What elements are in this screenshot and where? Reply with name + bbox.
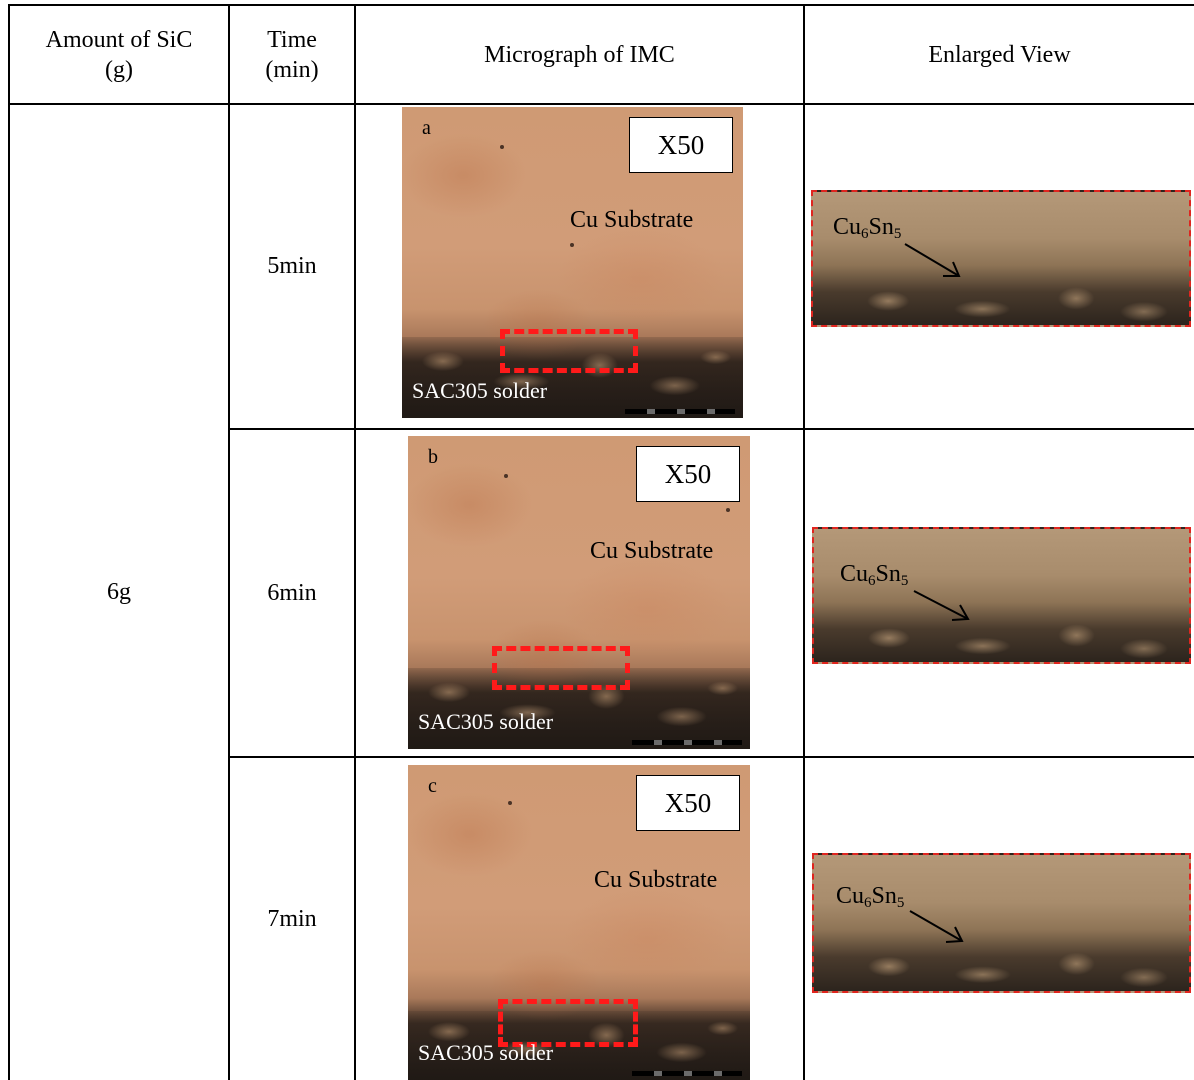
solder-region (408, 667, 750, 749)
scale-bar (625, 409, 735, 414)
table-border-top (8, 4, 1194, 6)
enlarged-view-image: Cu6Sn5 (812, 853, 1191, 993)
amount-value: 6g (107, 579, 131, 605)
time-value: 6min (267, 579, 317, 606)
col-divider-2 (354, 4, 356, 1080)
magnification-label: X50 (636, 446, 740, 502)
specimen-speck (570, 243, 574, 247)
header-time: Time (min) (230, 6, 354, 103)
header-enlarged: Enlarged View (805, 6, 1194, 103)
time-cell-3: 7min (230, 758, 354, 1080)
time-cell-2: 6min (230, 430, 354, 756)
amount-cell: 6g (10, 105, 228, 1080)
solder-label: SAC305 solder (418, 709, 554, 734)
panel-letter: b (428, 446, 438, 468)
scale-bar (632, 1071, 742, 1076)
time-value: 5min (267, 253, 317, 279)
magnification-label: X50 (636, 775, 740, 831)
enlarged-view-image: Cu6Sn5 (811, 190, 1191, 327)
phase-label: Cu6Sn5 (833, 214, 902, 242)
magnification-label: X50 (629, 117, 733, 173)
row-divider-1 (228, 428, 1194, 430)
col-divider-3 (803, 4, 805, 1080)
specimen-speck (726, 508, 730, 512)
region-of-interest-box (492, 646, 630, 690)
solder-region (402, 337, 743, 418)
header-amount: Amount of SiC (g) (10, 6, 228, 103)
header-micrograph-label: Micrograph of IMC (484, 41, 675, 68)
time-value: 7min (267, 905, 317, 932)
micrograph-image: a X50 Cu Substrate SAC305 solder (402, 107, 743, 418)
specimen-speck (500, 145, 504, 149)
region-of-interest-box (498, 999, 638, 1047)
header-amount-label: Amount of SiC (g) (45, 26, 193, 83)
header-divider (8, 103, 1194, 105)
substrate-label: Cu Substrate (570, 207, 694, 233)
panel-letter: c (428, 775, 437, 797)
substrate-label: Cu Substrate (590, 538, 714, 564)
enlarged-view-image: Cu6Sn5 (812, 527, 1191, 664)
header-time-label: Time (min) (265, 26, 319, 83)
micrograph-image: b X50 Cu Substrate SAC305 solder (408, 436, 750, 749)
solder-label: SAC305 solder (412, 378, 548, 403)
phase-label: Cu6Sn5 (836, 883, 905, 911)
arrow-icon (904, 243, 961, 277)
time-cell-1: 5min (230, 105, 354, 428)
header-micrograph: Micrograph of IMC (356, 6, 803, 103)
panel-letter: a (422, 117, 431, 139)
specimen-speck (504, 474, 508, 478)
substrate-label: Cu Substrate (594, 867, 718, 893)
arrow-icon (909, 910, 964, 943)
solder-label: SAC305 solder (418, 1040, 554, 1065)
arrow-icon (913, 590, 970, 621)
row-divider-2 (228, 756, 1194, 758)
micrograph-image: c X50 Cu Substrate SAC305 solder (408, 765, 750, 1080)
phase-label: Cu6Sn5 (840, 561, 909, 589)
table-border-left (8, 4, 10, 1080)
scale-bar (632, 740, 742, 745)
col-divider-1 (228, 4, 230, 1080)
specimen-speck (508, 801, 512, 805)
header-enlarged-label: Enlarged View (928, 41, 1071, 68)
region-of-interest-box (500, 329, 638, 373)
